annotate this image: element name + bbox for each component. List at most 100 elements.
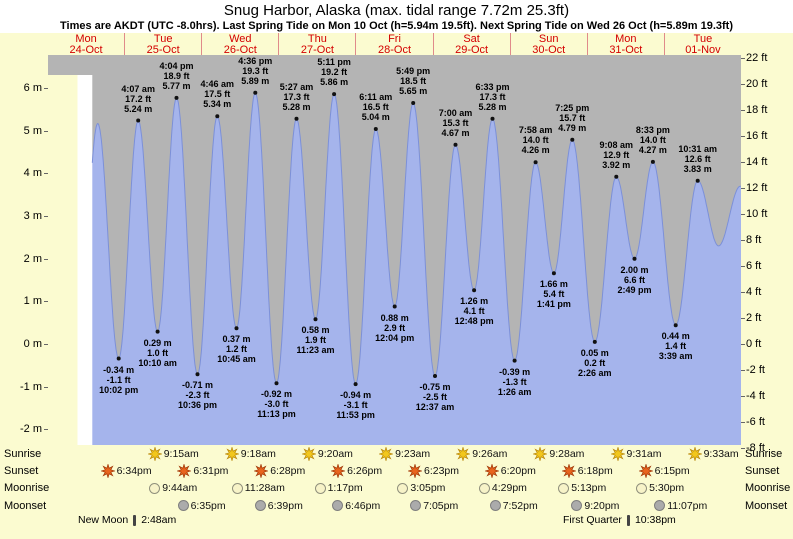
tide-extreme-dot (614, 174, 619, 179)
moonset-time: 11:07pm (667, 499, 708, 512)
meters-axis-label: -2 m (20, 423, 42, 436)
tide-extreme-dot (673, 323, 678, 328)
sunrise-sun-icon (379, 447, 394, 461)
moon-phase-notes-row: New Moon 2:48am First Quarter 10:38pm (0, 514, 793, 536)
moonset-entry: 9:20pm (571, 500, 619, 512)
tide-plot: -0.34 m -1.1 ft 10:02 pm 4:07 am 17.2 ft 5.24… (48, 55, 741, 445)
chart-subtitle: Times are AKDT (UTC -8.0hrs). Last Sprin… (60, 20, 733, 32)
sunset-sun-icon (177, 463, 192, 478)
moonrise-row: Moonrise Moonrise 9:44am 11:28am 1:17pm 3:0… (0, 479, 793, 497)
day-column: Wed 26-Oct (201, 33, 278, 55)
moonset-label-right: Moonset (745, 499, 788, 512)
sunset-sun-icon (638, 463, 653, 478)
tide-extreme-dot (373, 127, 378, 131)
sunrise-time: 9:26am (472, 448, 508, 460)
day-date: 25-Oct (146, 43, 180, 56)
tide-curve-line (91, 92, 741, 385)
feet-axis-tick (741, 318, 745, 319)
moonrise-entry: 5:30pm (636, 482, 684, 494)
meters-axis-label: 3 m (23, 210, 42, 223)
sunset-entry: 6:23pm (408, 463, 459, 478)
sunrise-time: 9:23am (395, 448, 431, 460)
tide-extreme-dot (392, 304, 397, 309)
moonrise-moon-icon (636, 482, 648, 494)
feet-axis-label: 2 ft (746, 312, 762, 324)
tide-extreme-dot (490, 116, 495, 121)
moonset-moon-icon (332, 500, 344, 511)
feet-axis-label: 20 ft (746, 78, 768, 90)
tide-extreme-dot (174, 95, 179, 100)
day-date: 24-Oct (69, 43, 103, 56)
sunset-label-left: Sunset (4, 464, 39, 477)
moonrise-time: 9:44am (162, 482, 198, 494)
feet-axis-label: 12 ft (746, 182, 768, 194)
sunset-sun-icon (561, 463, 576, 478)
feet-axis-tick (741, 84, 745, 85)
tide-extreme-dot (313, 317, 318, 322)
moonrise-entry: 11:28am (231, 482, 285, 494)
sunrise-entry: 9:33am (687, 447, 739, 461)
feet-axis-label: 22 ft (746, 52, 768, 64)
feet-axis-tick (741, 136, 745, 137)
sunrise-time: 9:20am (317, 448, 353, 460)
day-date: 28-Oct (377, 43, 411, 56)
feet-axis-tick (741, 214, 745, 215)
sunrise-sun-icon (456, 447, 471, 461)
tide-extreme-dot (116, 356, 121, 361)
sunrise-sun-icon (224, 447, 239, 461)
moonrise-time: 1:17pm (327, 482, 363, 494)
feet-axis-tick (741, 370, 745, 371)
tide-extreme-dot (332, 92, 337, 97)
sunset-sun-icon (254, 463, 269, 478)
sunrise-entry: 9:15am (147, 447, 199, 461)
moonrise-moon-icon (478, 482, 490, 494)
feet-axis-label: 16 ft (746, 130, 768, 142)
meters-axis-label: -1 m (20, 380, 42, 393)
sunset-time: 6:20pm (500, 464, 536, 477)
feet-axis-label: 10 ft (746, 208, 768, 220)
sunset-entry: 6:31pm (177, 463, 228, 478)
moonset-moon-icon (177, 500, 189, 511)
day-name: Mon (75, 33, 97, 45)
sunset-entry: 6:26pm (331, 463, 383, 478)
moonset-moon-icon (489, 500, 501, 511)
tide-extreme-dot (274, 381, 279, 386)
new-moon-note: New Moon 2:48am (78, 514, 176, 526)
moonrise-label-left: Moonrise (4, 482, 50, 494)
feet-axis-tick (741, 292, 745, 293)
tide-extreme-dot (592, 339, 597, 344)
sunset-time: 6:15pm (654, 464, 690, 477)
moonset-time: 9:20pm (584, 499, 620, 512)
tide-extreme-dot (512, 358, 517, 363)
tide-extreme-dot (551, 271, 556, 276)
feet-axis-tick (741, 188, 745, 189)
moonset-moon-icon (654, 500, 666, 511)
moonrise-moon-icon (231, 482, 243, 494)
sunrise-sun-icon (533, 447, 548, 461)
feet-axis-label: -4 ft (746, 390, 765, 402)
tide-extreme-dot (215, 114, 220, 119)
sunset-time: 6:26pm (347, 464, 383, 477)
sunrise-entry: 9:26am (456, 447, 507, 461)
sunset-sun-icon (100, 463, 115, 478)
sunrise-sun-icon (147, 447, 162, 461)
sunset-time: 6:18pm (577, 464, 613, 477)
moonrise-time: 4:29pm (491, 482, 527, 494)
day-date: 31-Oct (609, 43, 643, 56)
meters-axis-label: 6 m (23, 82, 42, 95)
moonset-entry: 6:46pm (332, 500, 380, 512)
feet-axis-tick (741, 240, 745, 241)
tide-extreme-dot (234, 326, 239, 331)
day-column: Fri 28-Oct (355, 33, 432, 55)
moonset-row: Moonset Moonset 6:35pm 6:39pm 6:46pm 7:05pm… (0, 497, 793, 514)
sunrise-time: 9:18am (240, 448, 276, 460)
day-date: 01-Nov (685, 43, 721, 56)
meters-axis-label: 4 m (23, 167, 42, 180)
sunset-sun-icon (484, 463, 499, 478)
moonrise-time: 5:13pm (571, 482, 607, 494)
sunset-entry: 6:15pm (638, 463, 690, 478)
moonset-entry: 6:35pm (177, 500, 226, 512)
moonset-time: 6:39pm (267, 499, 303, 512)
first-quarter-note-time: 10:38pm (634, 514, 676, 526)
